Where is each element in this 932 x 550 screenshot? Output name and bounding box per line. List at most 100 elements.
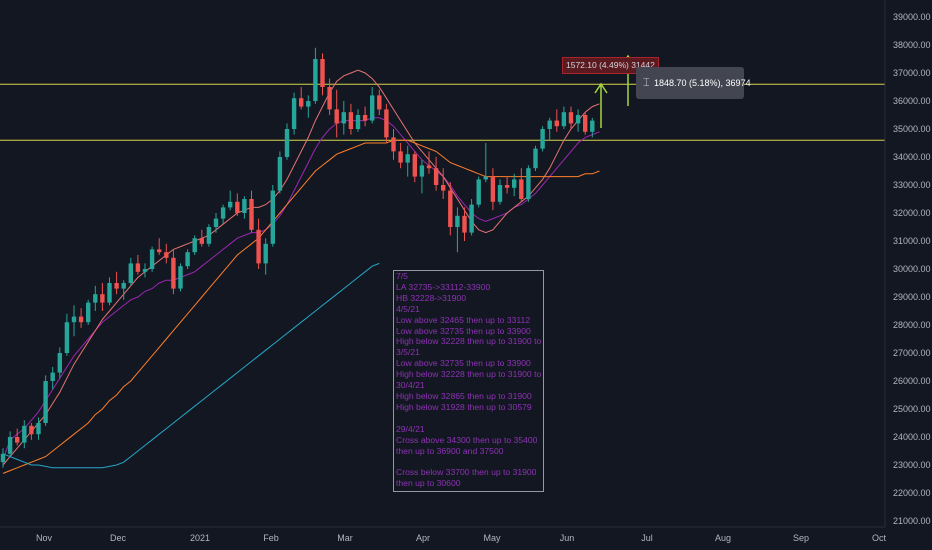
candle-body xyxy=(71,316,77,323)
candle-body xyxy=(86,302,91,323)
y-tick-label: 26000.00 xyxy=(893,376,931,386)
candle-body xyxy=(533,148,538,169)
candle-66 xyxy=(469,199,474,236)
y-tick-label: 39000.00 xyxy=(893,12,931,22)
candle-6 xyxy=(43,375,48,426)
candle-body xyxy=(405,154,410,163)
candle-52 xyxy=(370,87,375,124)
x-tick-label: Dec xyxy=(110,533,127,543)
candle-50 xyxy=(355,109,361,132)
candle-body xyxy=(370,95,375,121)
x-tick-label: Jun xyxy=(560,533,575,543)
candle-47 xyxy=(334,89,339,138)
y-tick-label: 24000.00 xyxy=(893,432,931,442)
candle-body xyxy=(455,215,460,227)
candle-38 xyxy=(270,185,275,247)
candle-body xyxy=(504,185,510,188)
candle-22 xyxy=(157,238,162,255)
candle-19 xyxy=(135,255,141,275)
candle-2 xyxy=(15,428,20,446)
measure-tooltip-big: ⌶ 1848.70 (5.18%), 36974 xyxy=(636,67,751,99)
candle-body xyxy=(348,112,354,129)
candle-body xyxy=(242,199,247,213)
candle-body xyxy=(469,204,474,233)
candle-58 xyxy=(412,151,417,183)
x-tick-label: Oct xyxy=(872,533,887,543)
candle-44 xyxy=(313,47,318,104)
y-axis: 39000.00 38000.00 37000.00 36000.00 35000.00… xyxy=(884,0,931,527)
candle-30 xyxy=(213,213,219,233)
candle-body xyxy=(476,179,481,205)
candle-41 xyxy=(291,92,297,135)
candle-body xyxy=(235,201,240,213)
x-tick-label: Mar xyxy=(337,533,353,543)
candle-24 xyxy=(171,249,176,295)
horizontal-levels xyxy=(0,83,885,141)
measure-tooltip-big-text: 1848.70 (5.18%), 36974 xyxy=(654,78,751,88)
y-tick-label: 34000.00 xyxy=(893,152,931,162)
y-tick-label: 30000.00 xyxy=(893,264,931,274)
candle-27 xyxy=(192,235,197,255)
candle-body xyxy=(213,218,219,227)
candle-34 xyxy=(242,196,247,219)
y-tick-label: 31000.00 xyxy=(893,236,931,246)
x-tick-label: Jul xyxy=(641,533,653,543)
candle-72 xyxy=(512,173,517,197)
candle-body xyxy=(135,263,141,272)
candle-body xyxy=(540,129,545,149)
candle-body xyxy=(78,316,84,323)
candle-78 xyxy=(554,109,559,132)
candle-46 xyxy=(327,78,332,115)
candle-body xyxy=(568,112,574,124)
candle-body xyxy=(561,112,567,127)
candle-77 xyxy=(547,117,552,141)
candle-body xyxy=(320,59,325,87)
candle-body xyxy=(142,269,148,272)
candle-3 xyxy=(22,420,27,449)
candle-57 xyxy=(405,145,410,177)
candle-body xyxy=(114,283,119,289)
candle-body xyxy=(554,120,559,127)
x-tick-label: Apr xyxy=(416,533,430,543)
y-tick-label: 35000.00 xyxy=(893,124,931,134)
candle-body xyxy=(306,101,311,107)
candle-64 xyxy=(455,207,460,253)
candle-body xyxy=(362,115,368,121)
range-icon: ⌶ xyxy=(643,77,650,89)
candle-17 xyxy=(121,280,126,300)
candle-53 xyxy=(377,89,382,115)
candle-67 xyxy=(476,176,481,208)
candle-body xyxy=(519,179,524,199)
candle-body xyxy=(441,185,446,191)
candle-body xyxy=(398,151,403,163)
candle-18 xyxy=(128,257,133,286)
candle-body xyxy=(22,425,27,443)
candle-60 xyxy=(426,151,432,174)
candle-10 xyxy=(71,305,77,337)
candle-body xyxy=(192,238,197,253)
candle-16 xyxy=(114,271,119,295)
y-tick-label: 29000.00 xyxy=(893,292,931,302)
candle-body xyxy=(199,238,204,244)
x-axis: Nov Dec 2021 Feb Mar Apr May Jun Jul Aug Sep Oct xyxy=(0,526,887,543)
candle-body xyxy=(334,109,339,124)
candle-body xyxy=(462,215,467,233)
candles xyxy=(0,47,595,468)
candle-body xyxy=(178,266,183,289)
candle-body xyxy=(171,257,176,289)
ma-line-0 xyxy=(2,117,600,460)
x-tick-label: Nov xyxy=(36,533,53,543)
candle-56 xyxy=(398,143,403,169)
y-tick-label: 38000.00 xyxy=(893,40,931,50)
y-tick-label: 28000.00 xyxy=(893,320,931,330)
annotation-note[interactable]: 7/5 LA 32735->33112-33900 HB 32228->3190… xyxy=(393,270,544,492)
candle-71 xyxy=(504,176,510,194)
ma-line-3 xyxy=(2,262,380,469)
candle-40 xyxy=(284,123,290,160)
candle-13 xyxy=(93,285,98,311)
x-tick-label: Aug xyxy=(715,533,731,543)
y-tick-label: 21000.00 xyxy=(893,516,931,526)
candle-body xyxy=(426,165,432,169)
candle-36 xyxy=(256,218,261,269)
